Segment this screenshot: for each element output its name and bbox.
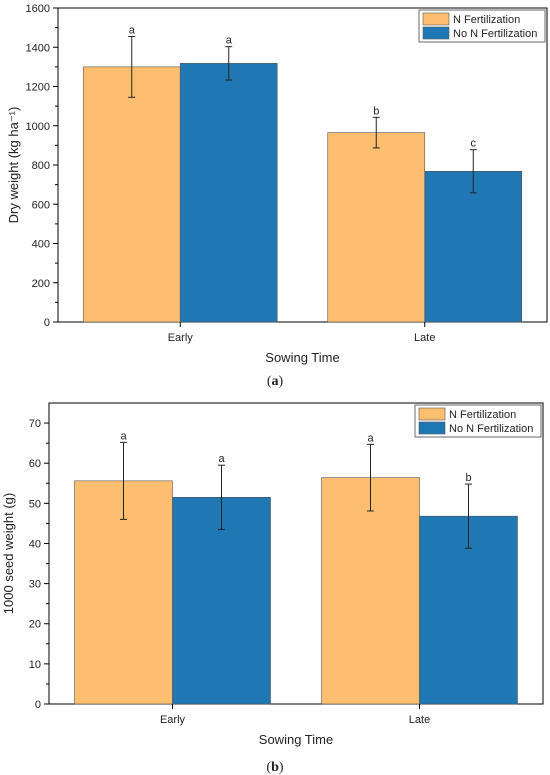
y-tick-label: 200	[32, 278, 50, 290]
bar-n-fert-early	[82, 66, 181, 323]
plot-frame	[48, 402, 544, 705]
x-tick-label-early: Early	[160, 714, 186, 726]
legend-swatch-n-fert	[422, 12, 450, 26]
legend-label-n-fert: N Fertilization	[453, 14, 520, 26]
significance-letter: a	[367, 432, 374, 444]
y-tick-label: 1000	[26, 121, 50, 133]
chart-dry-weight: a b a c 0 200 400 600 800 1000 1200 1400 1600 Early La…	[6, 3, 548, 365]
y-tick-label: 0	[35, 699, 41, 711]
y-axis-title: 1000 seed weight (g)	[1, 493, 16, 614]
significance-letter: a	[226, 35, 233, 47]
x-tick-label-late: Late	[409, 714, 430, 726]
y-tick-label: 1200	[26, 82, 50, 94]
bar-no-n-fert-late	[424, 170, 523, 323]
legend-label-n-fert: N Fertilization	[449, 409, 516, 421]
significance-letter: b	[373, 105, 379, 117]
legend-label-no-n-fert: No N Fertilization	[453, 28, 537, 40]
bar-no-n-fert-early	[172, 497, 271, 705]
y-tick-label: 1600	[26, 3, 50, 15]
y-tick-label: 600	[32, 199, 50, 211]
y-tick-label: 40	[29, 538, 41, 550]
legend: N Fertilization No N Fertilization	[418, 9, 546, 43]
y-tick-label: 50	[29, 498, 41, 510]
y-tick-label: 30	[29, 579, 41, 591]
y-axis-title: Dry weight (kg ha⁻¹)	[6, 107, 21, 224]
x-axis-title: Sowing Time	[259, 732, 333, 747]
x-tick-label-early: Early	[168, 332, 194, 344]
legend-swatch-no-n-fert	[418, 421, 446, 435]
legend-swatch-no-n-fert	[422, 26, 450, 40]
legend: N Fertilization No N Fertilization	[414, 404, 542, 438]
x-tick-label-late: Late	[414, 332, 435, 344]
significance-letter: a	[120, 430, 127, 442]
significance-letter: c	[471, 138, 477, 150]
y-tick-label: 0	[44, 317, 50, 329]
y-tick-label: 1400	[26, 42, 50, 54]
y-tick-label: 60	[29, 458, 41, 470]
significance-letter: a	[129, 24, 136, 36]
y-tick-label: 20	[29, 619, 41, 631]
legend-swatch-n-fert	[418, 407, 446, 421]
caption-a: (a)	[267, 374, 284, 389]
y-tick-label: 800	[32, 160, 50, 172]
bar-n-fert-late	[321, 477, 420, 705]
bar-no-n-fert-early	[179, 63, 278, 323]
significance-letter: b	[465, 472, 471, 484]
y-tick-label: 400	[32, 239, 50, 251]
legend-label-no-n-fert: No N Fertilization	[449, 423, 533, 435]
y-tick-label: 10	[29, 659, 41, 671]
x-axis-title: Sowing Time	[265, 350, 339, 365]
caption-b: (b)	[266, 760, 283, 775]
bar-n-fert-late	[327, 132, 426, 323]
significance-letter: a	[218, 453, 225, 465]
y-tick-label: 70	[29, 418, 41, 430]
chart-seed-weight: a a a b 0 10 20 30 40 50 60 70 Early Late Sowing Time 1…	[1, 402, 544, 747]
